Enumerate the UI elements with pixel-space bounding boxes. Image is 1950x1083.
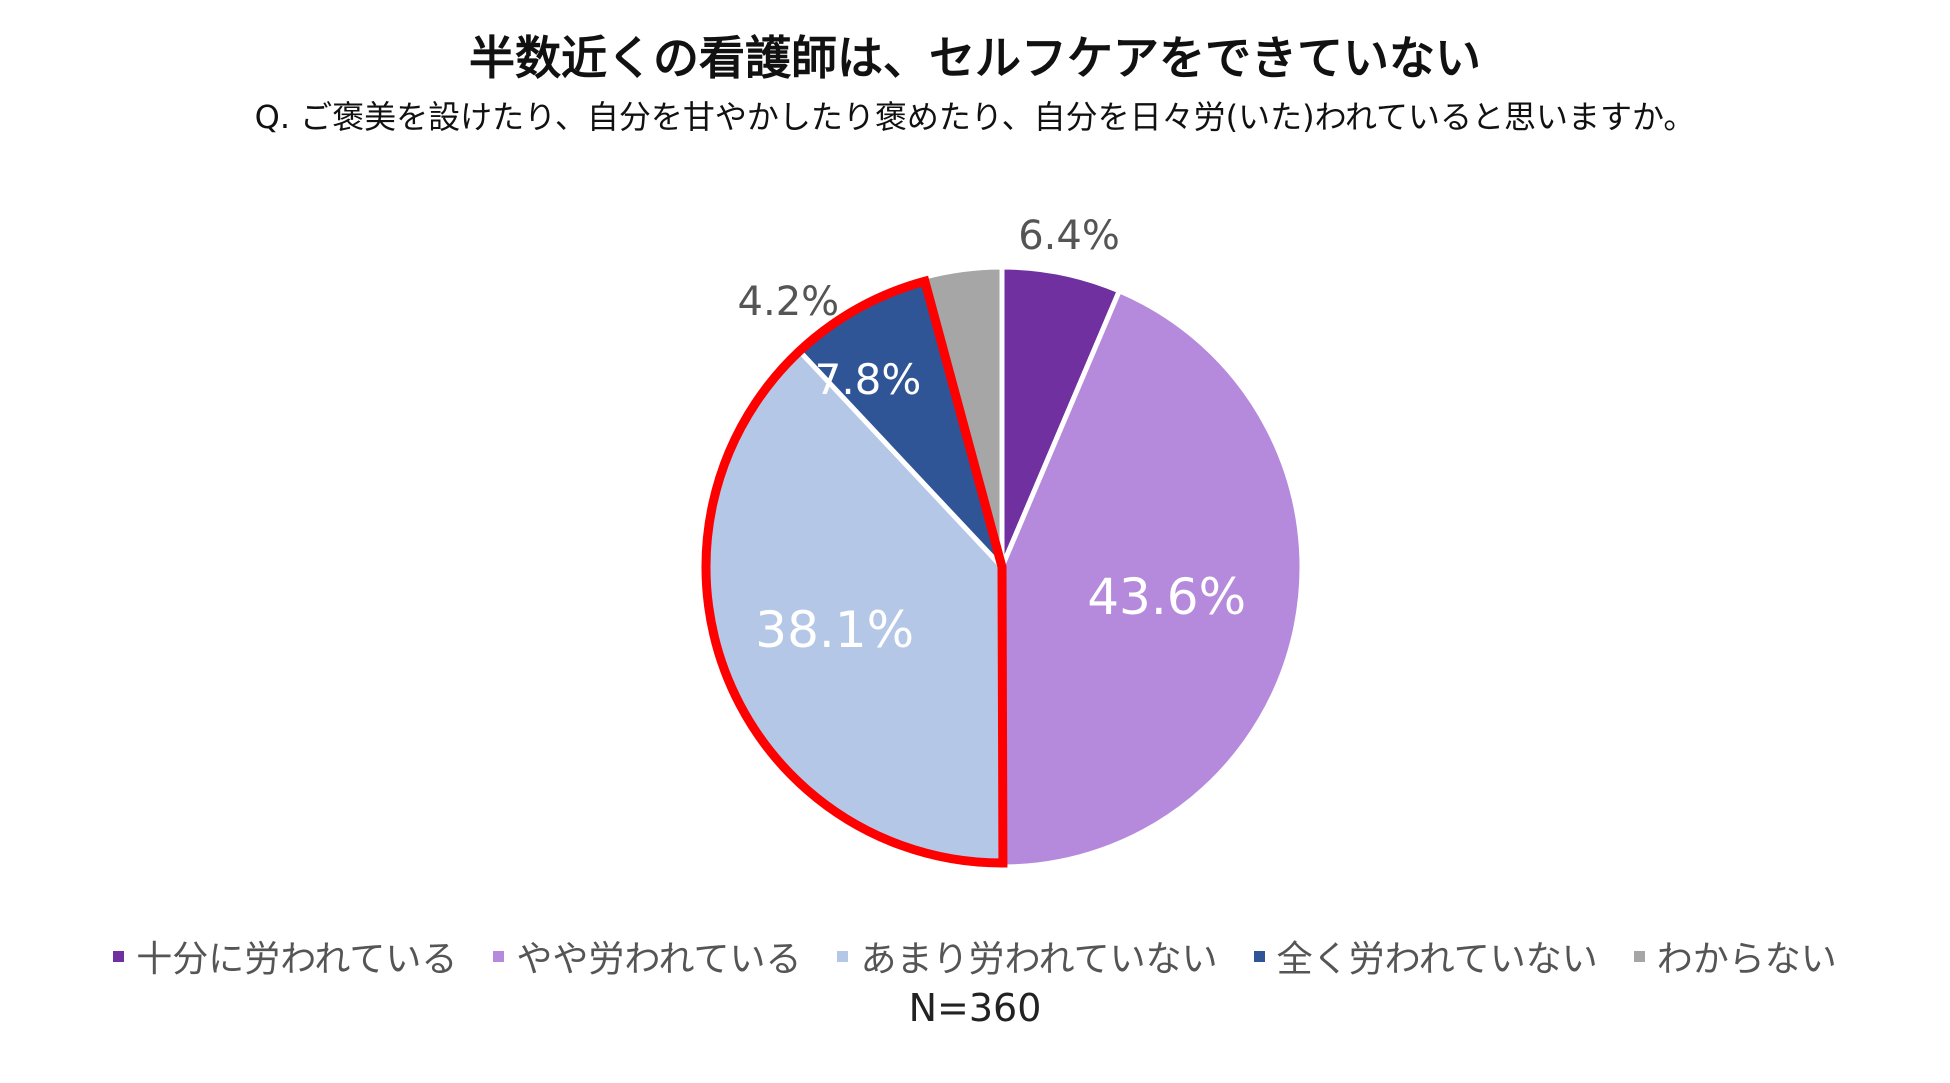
legend-swatch-1 xyxy=(493,950,505,962)
chart-title: 半数近くの看護師は、セルフケアをできていない xyxy=(469,31,1481,85)
legend-item-2: あまり労われていない xyxy=(837,930,1218,982)
pie-slice-1 xyxy=(999,287,1305,870)
data-label-0: 6.4% xyxy=(1018,213,1120,259)
legend-label-0: 十分に労われている xyxy=(136,939,458,980)
data-label-3: 7.8% xyxy=(815,355,922,404)
legend-item-1: やや労われている xyxy=(493,930,801,982)
data-label-1: 43.6% xyxy=(1087,568,1246,626)
legend-label-4: わからない xyxy=(1656,939,1837,980)
legend-swatch-2 xyxy=(837,950,849,962)
data-label-4: 4.2% xyxy=(738,279,840,325)
highlight-outline xyxy=(701,275,1008,868)
data-label-2: 38.1% xyxy=(755,601,914,659)
legend-item-4: わからない xyxy=(1633,930,1837,982)
legend-item-0: 十分に労われている xyxy=(113,930,457,982)
chart-subtitle: Q. ご褒美を設けたり、自分を甘やかしたり褒めたり、自分を日々労(いた)われてい… xyxy=(254,98,1696,136)
pie-data-labels: 6.4% 43.6% 38.1% 7.8% 4.2% xyxy=(738,213,1247,659)
legend-swatch-4 xyxy=(1633,950,1645,962)
pie-highlight xyxy=(701,275,1008,868)
legend-label-2: あまり労われていない xyxy=(860,939,1218,980)
legend-swatch-0 xyxy=(113,950,125,962)
legend-label-1: やや労われている xyxy=(516,939,802,980)
sample-size: N=360 xyxy=(908,986,1042,1030)
legend-item-3: 全く労われていない xyxy=(1253,930,1598,982)
legend-label-3: 全く労われていない xyxy=(1276,939,1598,980)
legend-swatch-3 xyxy=(1253,950,1265,962)
chart-legend: 十分に労われている やや労われている あまり労われていない 全く労われていない わからな… xyxy=(0,930,1950,982)
